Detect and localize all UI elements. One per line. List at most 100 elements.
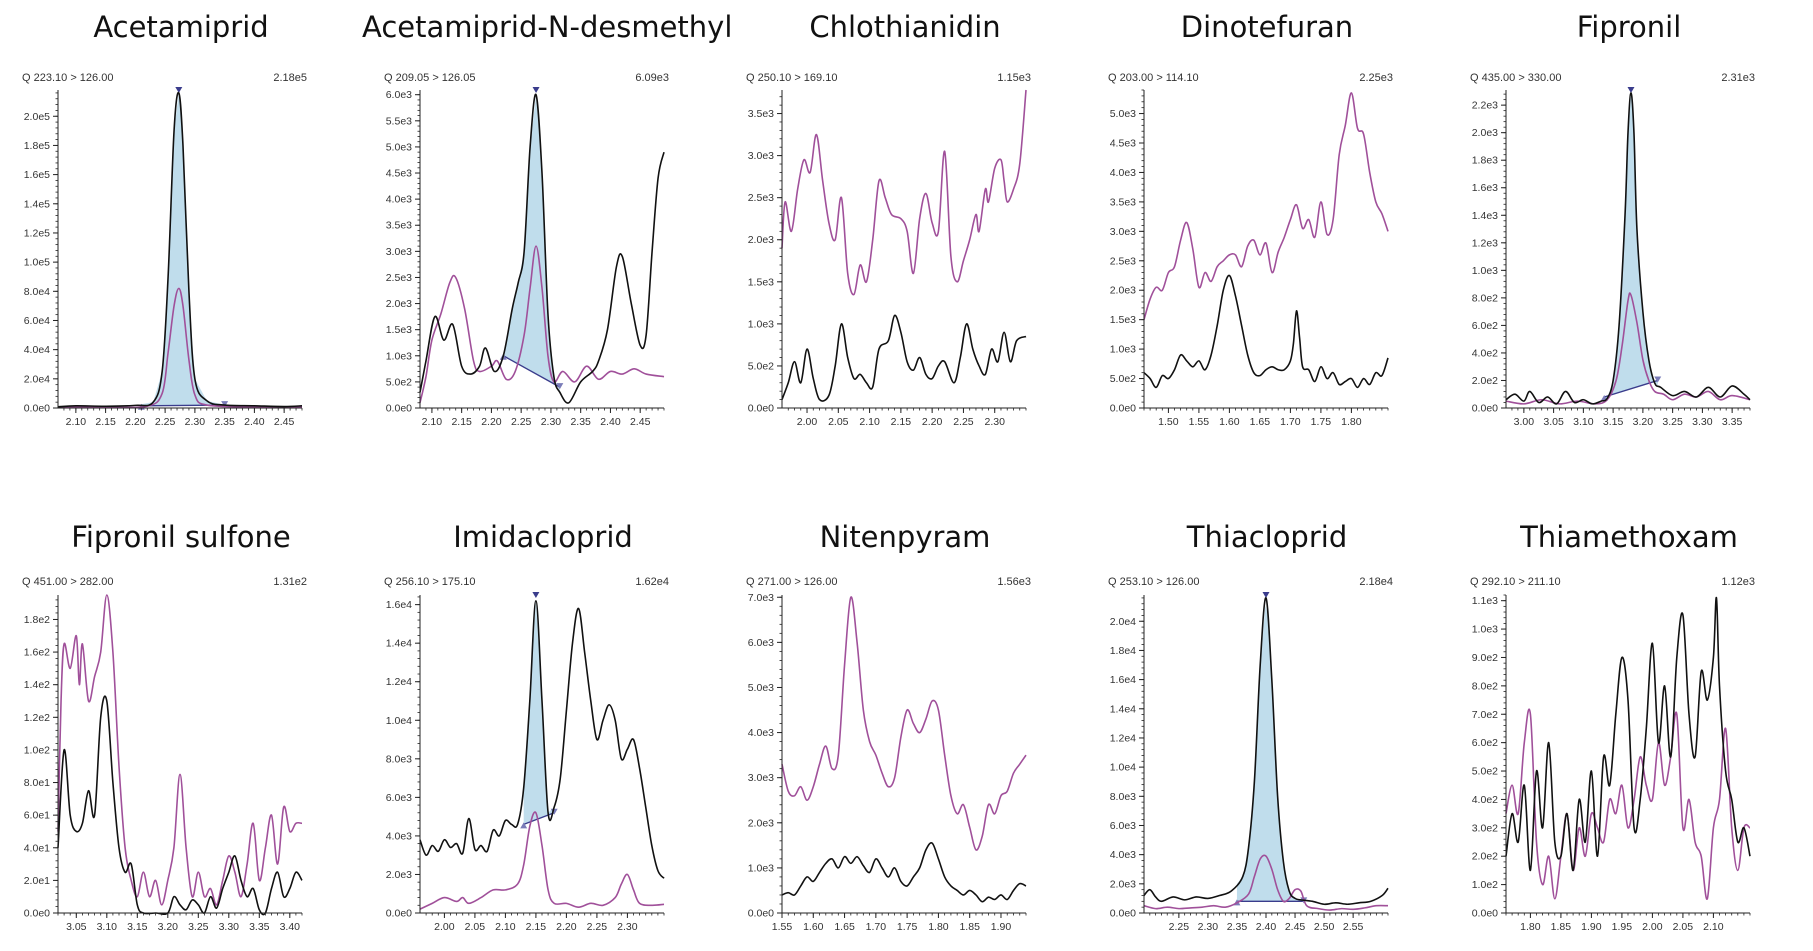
y-tick-label: 1.5e3: [1110, 314, 1136, 326]
y-tick-label: 1.2e3: [1472, 237, 1498, 249]
chromatogram-panel-thiacloprid: Thiacloprid Q 253.10 > 126.00 2.18e4 0.0e0 2…: [1086, 475, 1448, 950]
y-tick-label: 2.0e4: [1110, 616, 1136, 628]
peak-end-marker: [1654, 376, 1662, 383]
x-tick-label: 2.30: [185, 416, 206, 428]
y-tick-label: 2.5e3: [1110, 255, 1136, 267]
y-tick-label: 4.5e3: [1110, 138, 1136, 150]
x-tick-label: 3.40: [280, 921, 301, 933]
y-tick-label: 0.0e0: [1110, 403, 1136, 415]
x-tick-label: 3.05: [66, 921, 87, 933]
y-tick-label: 0.0e0: [386, 403, 412, 415]
chromatogram-panel-nitenpyram: Nitenpyram Q 271.00 > 126.00 1.56e3 0.0e0 1.…: [724, 475, 1086, 950]
x-tick-label: 2.10: [859, 416, 880, 428]
y-tick-label: 5.0e3: [1110, 108, 1136, 120]
chromatogram-panel-imidacloprid: Imidacloprid Q 256.10 > 175.10 1.62e4 0.0e0…: [362, 475, 724, 950]
y-tick-label: 1.4e3: [1472, 210, 1498, 222]
y-tick-label: 2.5e3: [386, 272, 412, 284]
y-tick-label: 7.0e2: [1472, 709, 1498, 721]
x-tick-label: 2.45: [1285, 921, 1306, 933]
y-tick-label: 2.0e3: [748, 234, 774, 246]
x-tick-label: 2.00: [434, 921, 455, 933]
y-tick-label: 0.0e0: [24, 403, 50, 415]
y-tick-label: 2.0e3: [1110, 878, 1136, 890]
y-tick-label: 5.5e3: [386, 115, 412, 127]
y-tick-label: 2.0e3: [748, 817, 774, 829]
x-tick-label: 2.10: [422, 416, 443, 428]
chart-title: Acetamiprid: [93, 10, 269, 44]
channel-label: Q 451.00 > 282.00: [22, 576, 114, 588]
chart-title: Nitenpyram: [819, 520, 991, 554]
x-tick-label: 2.30: [984, 416, 1005, 428]
y-tick-label: 1.0e3: [748, 318, 774, 330]
x-tick-label: 2.30: [1198, 921, 1219, 933]
channel-label: Q 256.10 > 175.10: [384, 576, 476, 588]
integrated-peak-area: [1604, 92, 1658, 400]
y-tick-label: 1.0e3: [1110, 344, 1136, 356]
y-tick-label: 7.0e3: [748, 592, 774, 604]
chart-title: Acetamiprid-N-desmethyl: [362, 10, 733, 44]
y-tick-label: 1.2e5: [24, 227, 50, 239]
y-tick-label: 2.0e3: [386, 298, 412, 310]
y-tick-label: 2.0e3: [1472, 127, 1498, 139]
x-tick-label: 3.20: [158, 921, 179, 933]
x-tick-label: 1.75: [897, 921, 918, 933]
y-tick-label: 2.0e3: [386, 869, 412, 881]
x-tick-label: 2.05: [465, 921, 486, 933]
channel-label: Q 253.10 > 126.00: [1108, 576, 1200, 588]
chart-title: Fipronil: [1576, 10, 1682, 44]
x-tick-label: 2.25: [155, 416, 176, 428]
y-tick-label: 3.5e3: [748, 108, 774, 120]
quantifier-trace: [57, 695, 303, 916]
x-tick-label: 2.00: [797, 416, 818, 428]
y-tick-label: 2.0e2: [1472, 375, 1498, 387]
peak-end-marker: [556, 383, 564, 390]
quantifier-trace: [1143, 274, 1389, 389]
y-tick-label: 6.0e4: [24, 315, 50, 327]
y-tick-label: 0.0e0: [748, 403, 774, 415]
y-tick-label: 3.0e3: [748, 772, 774, 784]
x-tick-label: 2.25: [1169, 921, 1190, 933]
chromatogram-panel-acetamiprid: Acetamiprid Q 223.10 > 126.00 2.18e5 0.0e0 2…: [0, 0, 362, 475]
y-tick-label: 5.0e3: [386, 141, 412, 153]
max-intensity-label: 1.31e2: [273, 576, 307, 588]
max-intensity-label: 1.62e4: [635, 576, 669, 588]
y-tick-label: 0.0e0: [748, 908, 774, 920]
y-tick-label: 5.0e3: [748, 682, 774, 694]
y-tick-label: 1.6e3: [1472, 182, 1498, 194]
y-tick-label: 6.0e2: [1472, 737, 1498, 749]
quantifier-trace: [1505, 91, 1751, 405]
x-tick-label: 2.55: [1343, 921, 1364, 933]
y-tick-label: 1.4e4: [1110, 703, 1136, 715]
x-tick-label: 1.70: [866, 921, 887, 933]
chromatogram-panel-chlothianidin: Chlothianidin Q 250.10 > 169.10 1.15e3 0.0e…: [724, 0, 1086, 475]
y-tick-label: 6.0e1: [24, 810, 50, 822]
max-intensity-label: 2.25e3: [1359, 72, 1393, 84]
x-tick-label: 2.40: [600, 416, 621, 428]
chromatogram-plot: 0.0e0 5.0e2 1.0e3 1.5e3 2.0e3 2.5e3 3.0e3 3.5e3…: [1110, 89, 1389, 428]
chart-title: Thiamethoxam: [1520, 520, 1738, 554]
y-tick-label: 1.2e2: [24, 712, 50, 724]
x-tick-label: 2.45: [274, 416, 295, 428]
x-tick-label: 3.00: [1514, 416, 1535, 428]
quantifier-trace: [1505, 597, 1751, 872]
y-tick-label: 2.0e5: [24, 111, 50, 123]
max-intensity-label: 2.31e3: [1721, 72, 1755, 84]
y-tick-label: 2.0e4: [24, 373, 50, 385]
x-tick-label: 2.25: [587, 921, 608, 933]
x-tick-label: 2.10: [1703, 921, 1724, 933]
y-tick-label: 1.0e3: [748, 862, 774, 874]
qualifier-trace: [419, 811, 665, 910]
y-tick-label: 4.0e3: [386, 830, 412, 842]
y-tick-label: 4.0e3: [1110, 167, 1136, 179]
y-tick-label: 1.5e3: [386, 324, 412, 336]
integrated-peak-area: [141, 92, 225, 406]
x-tick-label: 2.15: [95, 416, 116, 428]
chromatogram-panel-thiamethoxam: Thiamethoxam Q 292.10 > 211.10 1.12e3 0.0e0…: [1448, 475, 1810, 950]
y-tick-label: 1.0e3: [386, 350, 412, 362]
y-tick-label: 6.0e2: [1472, 320, 1498, 332]
chromatogram-plot: 0.0e0 2.0e1 4.0e1 6.0e1 8.0e1 1.0e2 1.2e2 1.4e2…: [24, 594, 303, 933]
x-tick-label: 1.90: [991, 921, 1012, 933]
peak-apex-marker: [532, 592, 540, 598]
chromatogram-panel-fipronil: Fipronil Q 435.00 > 330.00 2.31e3 0.0e0 2.0e…: [1448, 0, 1810, 475]
max-intensity-label: 1.12e3: [1721, 576, 1755, 588]
